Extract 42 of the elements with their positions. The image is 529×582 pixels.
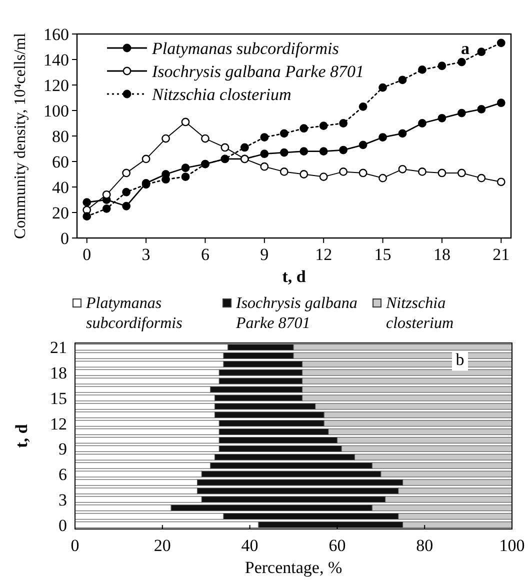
y-tick-label: 9 xyxy=(58,440,67,459)
x-axis-title: t, d xyxy=(282,267,306,286)
legend-label: Isochrysis galbana Parke 8701 xyxy=(235,295,358,332)
legend-label: Isochrysis galbana Parke 8701 xyxy=(151,62,364,81)
y-axis-title: t, d xyxy=(12,424,31,448)
legend-label: Platymanas subcordiformis xyxy=(151,39,340,58)
y-tick-label: 60 xyxy=(52,152,69,172)
legend-label: Nitzschia closterium xyxy=(151,85,292,104)
y-tick-label: 40 xyxy=(52,178,69,197)
x-tick-label: 100 xyxy=(499,536,525,555)
y-tick-label: 12 xyxy=(50,414,67,434)
y-tick-label: 80 xyxy=(52,127,69,146)
x-tick-label: 12 xyxy=(315,245,332,264)
y-tick-label: 3 xyxy=(58,490,67,510)
x-tick-label: 15 xyxy=(374,245,392,264)
y-tick-label: 6 xyxy=(58,465,67,484)
y-tick-label: 20 xyxy=(52,204,69,222)
y-tick-label: 160 xyxy=(44,25,69,44)
y-tick-label: 18 xyxy=(50,364,67,383)
x-tick-label: 60 xyxy=(328,536,346,555)
y-tick-label: 21 xyxy=(50,338,67,358)
series-label: Platymanas subcordiformis xyxy=(85,295,182,332)
y-tick-label: 120 xyxy=(44,76,69,95)
y-axis-title: Community density, 10⁴cells/ml xyxy=(12,32,29,239)
x-tick-label: 21 xyxy=(492,245,510,264)
x-axis-title: Percentage, % xyxy=(244,558,342,577)
legend-label: Nitzschia closterium xyxy=(385,295,454,332)
x-tick-label: 9 xyxy=(260,245,269,264)
annotation: a xyxy=(461,39,470,58)
y-tick-label: 0 xyxy=(60,229,69,248)
annotation: b xyxy=(456,350,464,370)
x-tick-label: 20 xyxy=(154,536,171,555)
y-tick-label: 0 xyxy=(58,516,67,535)
y-tick-label: 140 xyxy=(44,50,69,70)
x-tick-label: 80 xyxy=(416,536,434,555)
x-tick-label: 6 xyxy=(200,245,210,264)
x-tick-label: 18 xyxy=(433,245,450,264)
x-tick-label: 3 xyxy=(142,245,150,264)
x-tick-label: 40 xyxy=(241,536,258,555)
x-tick-label: 0 xyxy=(82,245,92,264)
y-tick-label: 15 xyxy=(50,388,67,408)
y-tick-label: 100 xyxy=(44,102,69,120)
